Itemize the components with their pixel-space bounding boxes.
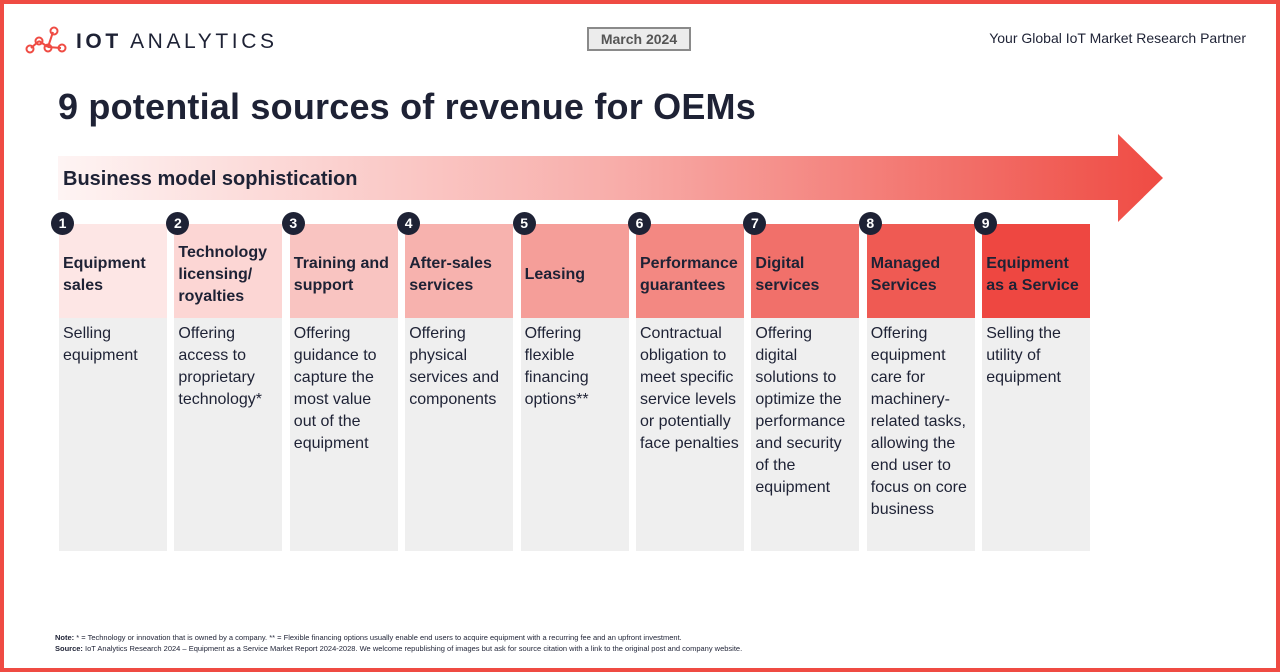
stage-heading: Digital services <box>751 224 860 325</box>
stage-heading: Training and support <box>289 224 398 325</box>
source-text: IoT Analytics Research 2024 – Equipment … <box>82 644 743 653</box>
stage-description: Offering access to proprietary technolog… <box>174 318 283 551</box>
stage-description: Selling equipment <box>59 318 167 551</box>
stage-heading: Equipment sales <box>59 224 167 325</box>
stage-heading-text: Equipment sales <box>63 254 146 294</box>
source-label: Source: <box>55 644 83 653</box>
stage-heading-text: Leasing <box>524 265 586 283</box>
stage-number-badge: 3 <box>281 212 305 235</box>
stage-heading: Technology licensing/ royalties <box>174 224 283 325</box>
stage-description: Offering guidance to capture the most va… <box>289 318 398 551</box>
tagline: Your Global IoT Market Research Partner <box>989 30 1246 46</box>
stage-heading-text: Managed Services <box>870 254 941 294</box>
stage-heading: Managed Services <box>866 224 975 325</box>
logo-wordmark: IOT ANALYTICS <box>76 30 278 54</box>
stage-number-badge: 7 <box>743 212 767 235</box>
footnotes: Note: * = Technology or innovation that … <box>55 632 742 654</box>
stage-number-badge: 5 <box>512 212 536 235</box>
stage-number-badge: 4 <box>397 212 421 235</box>
logo-word-analytics: ANALYTICS <box>130 30 278 53</box>
source-line: Source: IoT Analytics Research 2024 – Eq… <box>55 643 742 654</box>
stage-description: Selling the utility of equipment <box>982 318 1091 551</box>
date-badge: March 2024 <box>587 27 691 51</box>
stage-description: Offering equipment care for machinery-re… <box>866 318 975 551</box>
stage-heading: Equipment as a Service <box>982 224 1091 325</box>
stage-heading-text: Performance guarantees <box>640 254 738 294</box>
stage-heading-text: Training and support <box>293 254 389 294</box>
stage-heading: Leasing <box>520 224 629 325</box>
note-label: Note: <box>55 633 75 642</box>
note-text: * = Technology or innovation that is own… <box>74 633 682 642</box>
stage-number-badge: 8 <box>858 212 882 235</box>
sophistication-arrow <box>58 134 1163 222</box>
stage-heading-text: Equipment as a Service <box>986 254 1079 294</box>
stage-heading-text: After-sales services <box>409 254 492 294</box>
note-line: Note: * = Technology or innovation that … <box>55 632 742 643</box>
stage-description: Offering flexible financing options** <box>520 318 629 551</box>
stage-number-badge: 2 <box>166 212 190 235</box>
arrow-label: Business model sophistication <box>63 168 358 190</box>
stage-heading: Performance guarantees <box>636 224 744 325</box>
page-title: 9 potential sources of revenue for OEMs <box>58 86 756 127</box>
stage-number-badge: 6 <box>628 212 651 235</box>
stage-description: Offering physical services and component… <box>405 318 514 551</box>
stage-heading: After-sales services <box>405 224 514 325</box>
brand-logo[interactable]: IOT ANALYTICS <box>24 24 278 60</box>
stage-number-badge: 1 <box>51 212 74 235</box>
stage-description: Offering digital solutions to optimize t… <box>751 318 860 551</box>
stage-description: Contractual obligation to meet specific … <box>636 318 744 551</box>
stage-number-badge: 9 <box>974 212 998 235</box>
network-nodes-icon <box>25 26 67 54</box>
stage-heading-text: Digital services <box>755 254 820 294</box>
logo-word-iot: IOT <box>76 30 122 53</box>
stage-heading-text: Technology licensing/ royalties <box>178 243 267 305</box>
